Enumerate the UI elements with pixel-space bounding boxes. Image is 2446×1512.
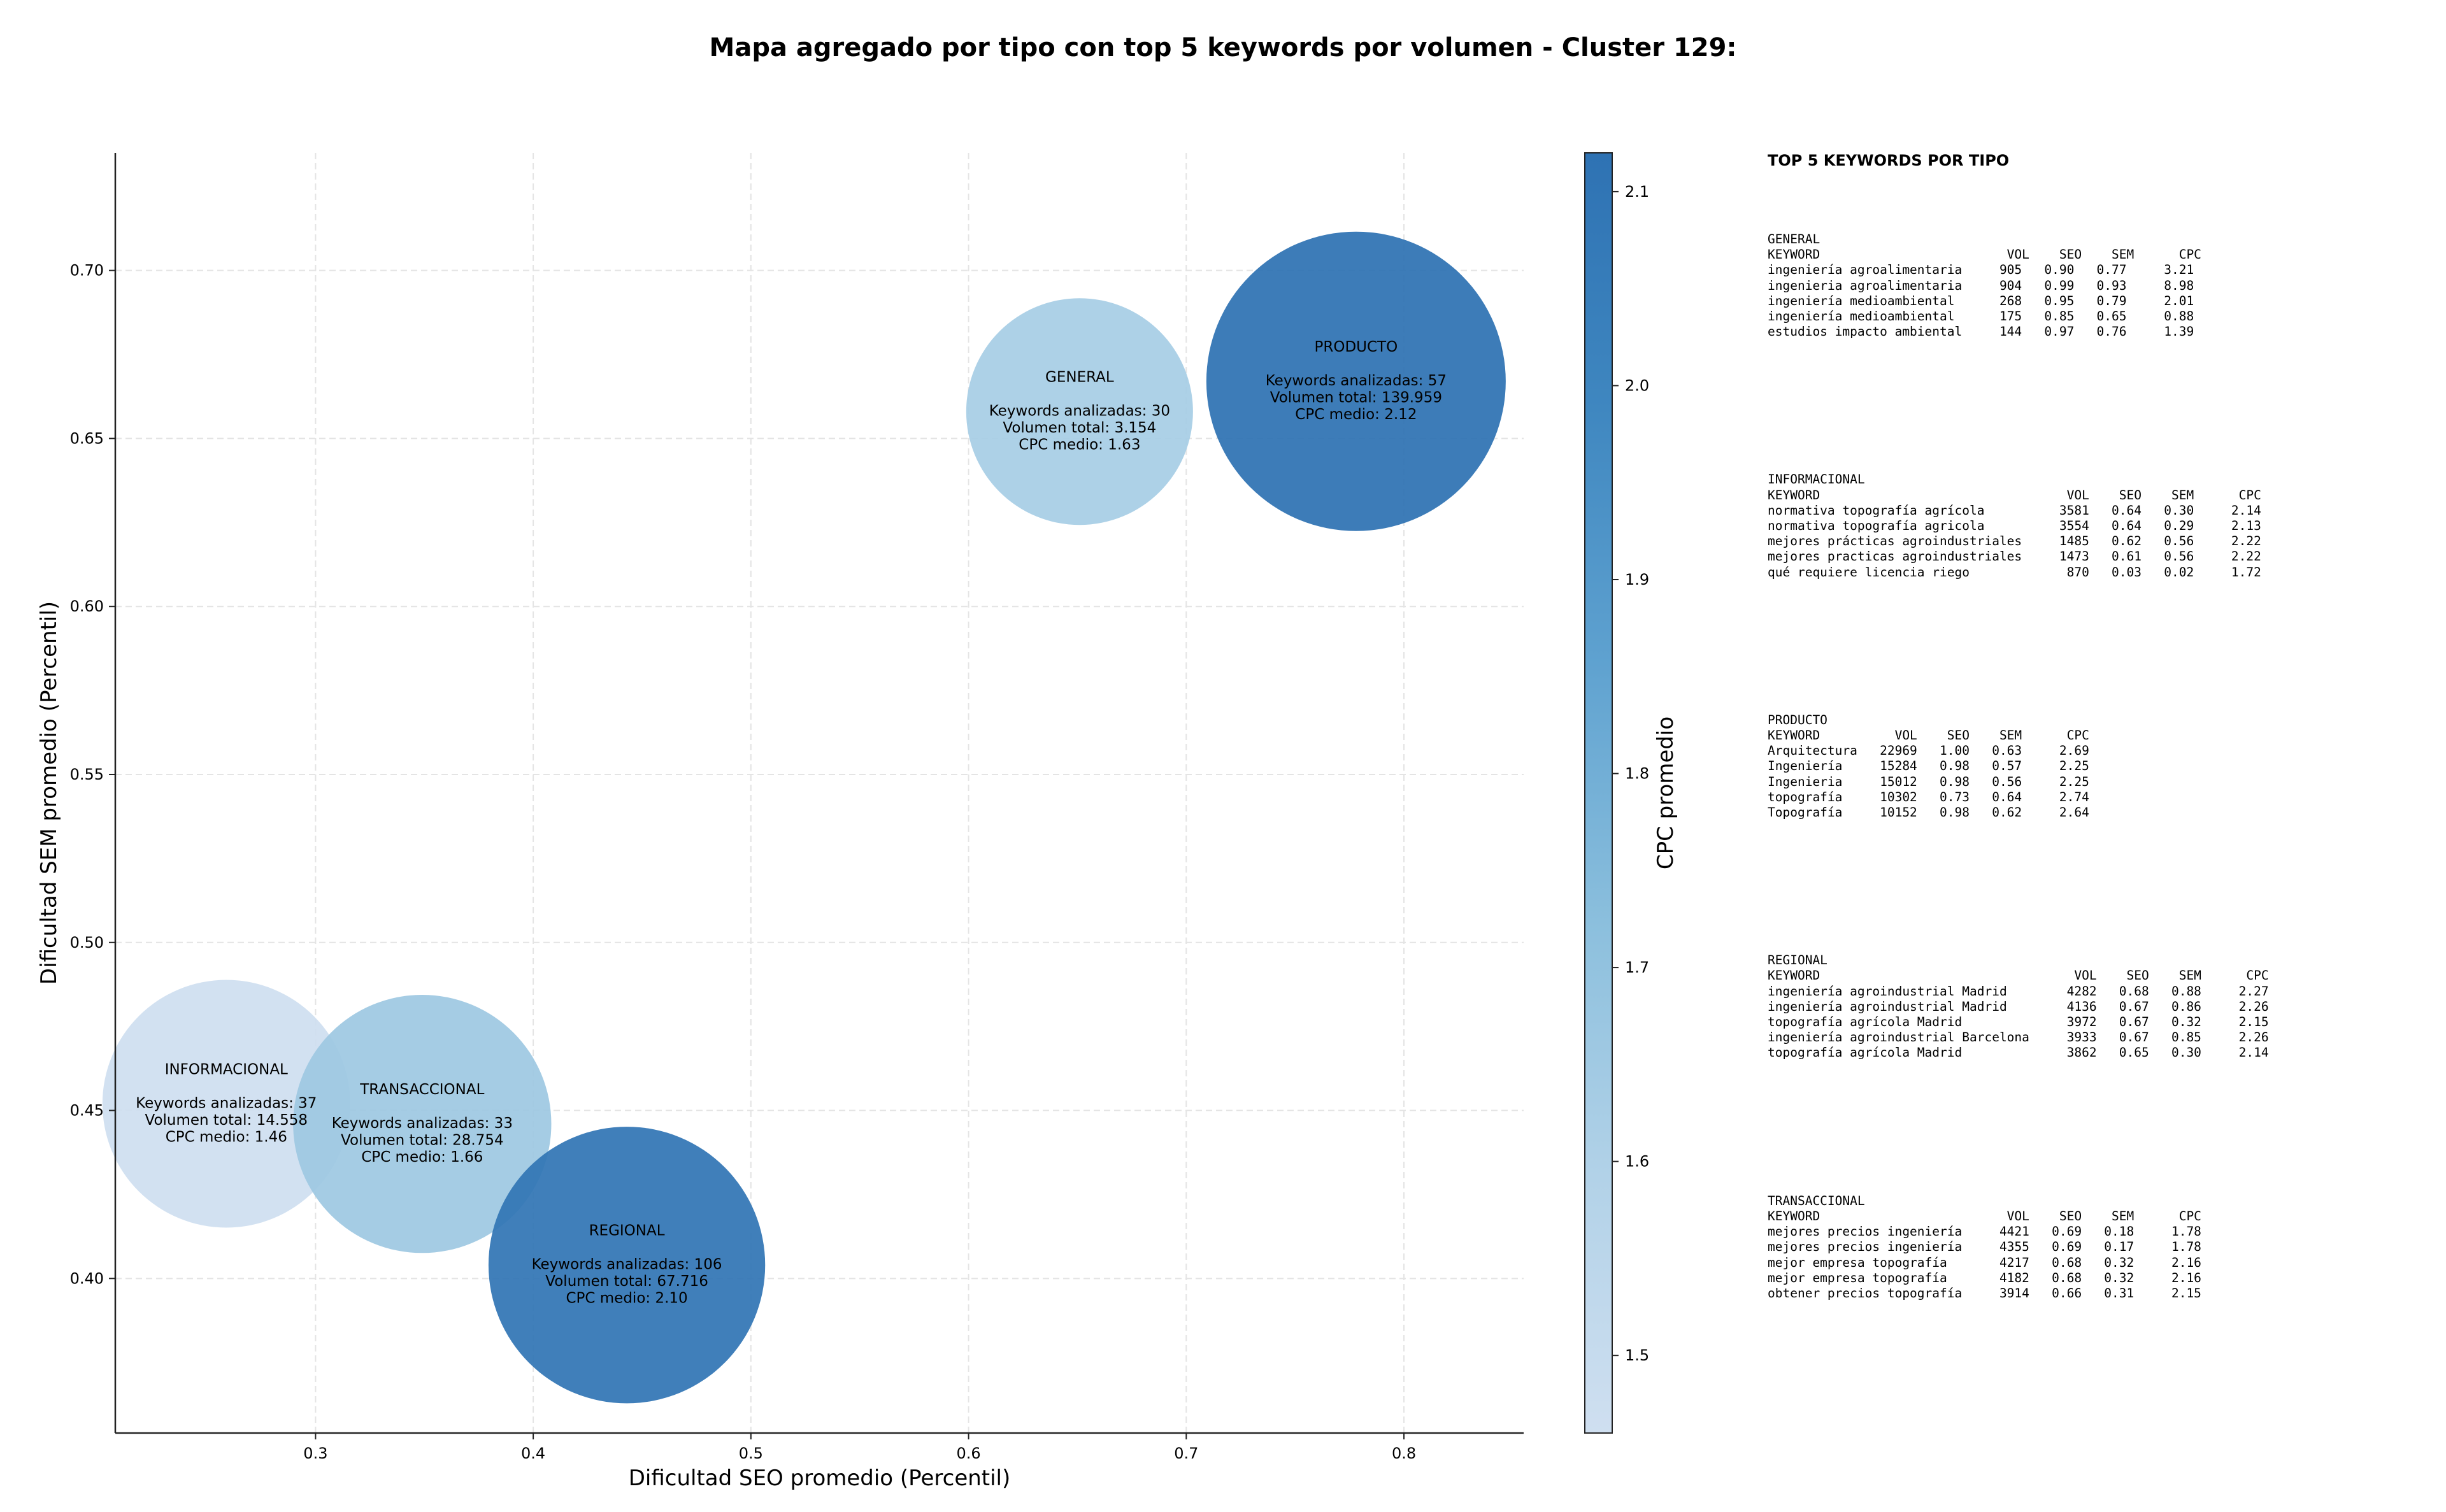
- keyword-row: topografía agrícola Madrid 3972 0.67 0.3…: [1768, 1015, 2269, 1030]
- colorbar-tick-label: 2.0: [1625, 376, 1649, 394]
- bubble-label-general: Volumen total: 3.154: [1003, 420, 1156, 436]
- keyword-row: ingenieria agroalimentaria 904 0.99 0.93…: [1768, 278, 2194, 293]
- bubble-informacional: [102, 980, 350, 1228]
- keyword-row: normativa topografía agricola 3554 0.64 …: [1768, 518, 2261, 534]
- x-tick-label: 0.4: [521, 1444, 545, 1462]
- x-tick-label: 0.8: [1392, 1444, 1416, 1462]
- y-tick-label: 0.65: [70, 429, 104, 447]
- bubble-label-producto: Volumen total: 139.959: [1270, 390, 1442, 406]
- keyword-row: ingeniería agroindustrial Barcelona 3933…: [1768, 1030, 2269, 1045]
- bubble-label-general: CPC medio: 1.63: [1019, 437, 1140, 453]
- bubble-general: [966, 298, 1193, 525]
- chart-title: Mapa agregado por tipo con top 5 keyword…: [709, 33, 1737, 62]
- keyword-row: topografía agrícola Madrid 3862 0.65 0.3…: [1768, 1045, 2269, 1060]
- bubble-label-transaccional: Volumen total: 28.754: [341, 1132, 504, 1149]
- keyword-row: mejor empresa topografía 4217 0.68 0.32 …: [1768, 1255, 2201, 1270]
- keyword-row: ingeniería agroalimentaria 905 0.90 0.77…: [1768, 262, 2194, 278]
- keyword-table-header: KEYWORD VOL SEO SEM CPC: [1768, 247, 2201, 262]
- keyword-row: ingeniería agroindustrial Madrid 4282 0.…: [1768, 983, 2269, 999]
- keyword-group-regional: REGIONAL KEYWORD VOL SEO SEM CPC ingenierí…: [1768, 953, 2436, 1060]
- bubbles: [102, 231, 1506, 1404]
- bubble-label-informacional: Volumen total: 14.558: [145, 1112, 308, 1129]
- y-tick-label: 0.40: [70, 1269, 104, 1287]
- keyword-row: Arquitectura 22969 1.00 0.63 2.69: [1768, 743, 2089, 759]
- bubble-label-general: GENERAL: [1045, 369, 1114, 386]
- x-tick-label: 0.3: [303, 1444, 327, 1462]
- top-keywords-panel: TOP 5 KEYWORDS POR TIPO GENERAL KEYWORD V…: [1768, 152, 2436, 1301]
- keyword-group-transaccional: TRANSACCIONAL KEYWORD VOL SEO SEM CPC mejo…: [1768, 1194, 2436, 1301]
- colorbar-tick-label: 1.9: [1625, 571, 1649, 588]
- y-axis-label: Dificultad SEM promedio (Percentil): [36, 601, 62, 985]
- bubble-label-transaccional: CPC medio: 1.66: [361, 1149, 483, 1166]
- keyword-row: Ingeniería 15284 0.98 0.57 2.25: [1768, 759, 2089, 774]
- x-tick-label: 0.6: [956, 1444, 980, 1462]
- keyword-group-producto: PRODUCTO KEYWORD VOL SEO SEM CPC Arquitect…: [1768, 713, 2436, 820]
- keyword-table-header: KEYWORD VOL SEO SEM CPC: [1768, 487, 2261, 503]
- keyword-row: ingeniería medioambiental 175 0.85 0.65 …: [1768, 309, 2194, 324]
- keyword-group-title: TRANSACCIONAL: [1768, 1193, 1865, 1208]
- bubble-label-producto: Keywords analizadas: 57: [1266, 373, 1447, 389]
- colorbar-tick-label: 1.6: [1625, 1153, 1649, 1171]
- keyword-row: obtener precios topografía 3914 0.66 0.3…: [1768, 1285, 2201, 1301]
- keyword-group-title: GENERAL: [1768, 232, 1820, 246]
- colorbar: [1584, 152, 1613, 1434]
- bubble-label-regional: CPC medio: 2.10: [566, 1290, 687, 1307]
- bubble-producto: [1206, 231, 1506, 531]
- bubble-transaccional: [293, 994, 552, 1253]
- bubble-label-informacional: CPC medio: 1.46: [166, 1129, 287, 1145]
- keyword-table-header: KEYWORD VOL SEO SEM CPC: [1768, 968, 2269, 983]
- keyword-row: mejores precios ingeniería 4421 0.69 0.1…: [1768, 1224, 2201, 1239]
- keyword-row: mejores prácticas agroindustriales 1485 …: [1768, 534, 2261, 549]
- keyword-group-title: INFORMACIONAL: [1768, 472, 1865, 487]
- keyword-row: Ingenieria 15012 0.98 0.56 2.25: [1768, 774, 2089, 789]
- bubble-label-general: Keywords analizadas: 30: [989, 403, 1170, 420]
- colorbar-tick-label: 1.7: [1625, 959, 1649, 976]
- keyword-table-header: KEYWORD VOL SEO SEM CPC: [1768, 728, 2089, 743]
- y-tick-label: 0.60: [70, 597, 104, 615]
- keyword-row: Topografía 10152 0.98 0.62 2.64: [1768, 805, 2089, 820]
- keyword-row: normativa topografía agrícola 3581 0.64 …: [1768, 503, 2261, 518]
- keyword-row: estudios impacto ambiental 144 0.97 0.76…: [1768, 324, 2194, 339]
- keyword-row: ingeniería medioambiental 268 0.95 0.79 …: [1768, 293, 2194, 308]
- keyword-groups: GENERAL KEYWORD VOL SEO SEM CPC ingeniería…: [1768, 232, 2436, 1301]
- bubble-label-transaccional: Keywords analizadas: 33: [332, 1115, 513, 1132]
- keyword-row: mejores practicas agroindustriales 1473 …: [1768, 549, 2261, 564]
- bubble-label-transaccional: TRANSACCIONAL: [359, 1081, 484, 1098]
- x-tick-label: 0.5: [739, 1444, 763, 1462]
- keyword-table-header: KEYWORD VOL SEO SEM CPC: [1768, 1208, 2201, 1223]
- bubble-label-regional: REGIONAL: [589, 1223, 665, 1239]
- keyword-row: topografía 10302 0.73 0.64 2.74: [1768, 789, 2089, 804]
- colorbar-tick-label: 1.8: [1625, 765, 1649, 783]
- bubble-label-producto: PRODUCTO: [1315, 339, 1398, 355]
- keyword-row: mejores precios ingeniería 4355 0.69 0.1…: [1768, 1239, 2201, 1255]
- bubble-label-regional: Volumen total: 67.716: [545, 1273, 708, 1290]
- keyword-row: ingeniería agroindustrial Madrid 4136 0.…: [1768, 999, 2269, 1014]
- keyword-group-title: REGIONAL: [1768, 953, 1827, 968]
- colorbar-tick-label: 1.5: [1625, 1346, 1649, 1364]
- panel-heading: TOP 5 KEYWORDS POR TIPO: [1768, 152, 2010, 169]
- x-axis-label: Dificultad SEO promedio (Percentil): [629, 1466, 1011, 1491]
- y-tick-label: 0.50: [70, 934, 104, 952]
- colorbar-label: CPC promedio: [1653, 717, 1678, 869]
- keyword-row: qué requiere licencia riego 870 0.03 0.0…: [1768, 564, 2261, 580]
- bubble-label-producto: CPC medio: 2.12: [1295, 406, 1417, 423]
- keyword-group-title: PRODUCTO: [1768, 712, 1827, 727]
- y-tick-label: 0.45: [70, 1102, 104, 1120]
- bubble-regional: [488, 1127, 766, 1404]
- colorbar-tick-label: 2.1: [1625, 183, 1649, 201]
- y-tick-label: 0.70: [70, 262, 104, 280]
- keyword-row: mejor empresa topografía 4182 0.68 0.32 …: [1768, 1270, 2201, 1285]
- keyword-group-informacional: INFORMACIONAL KEYWORD VOL SEO SEM CPC norm…: [1768, 472, 2436, 580]
- bubble-label-informacional: Keywords analizadas: 37: [136, 1095, 317, 1111]
- y-tick-label: 0.55: [70, 766, 104, 783]
- keyword-group-general: GENERAL KEYWORD VOL SEO SEM CPC ingeniería…: [1768, 232, 2436, 339]
- bubble-label-regional: Keywords analizadas: 106: [532, 1257, 722, 1273]
- x-tick-label: 0.7: [1174, 1444, 1198, 1462]
- bubble-label-informacional: INFORMACIONAL: [165, 1061, 288, 1078]
